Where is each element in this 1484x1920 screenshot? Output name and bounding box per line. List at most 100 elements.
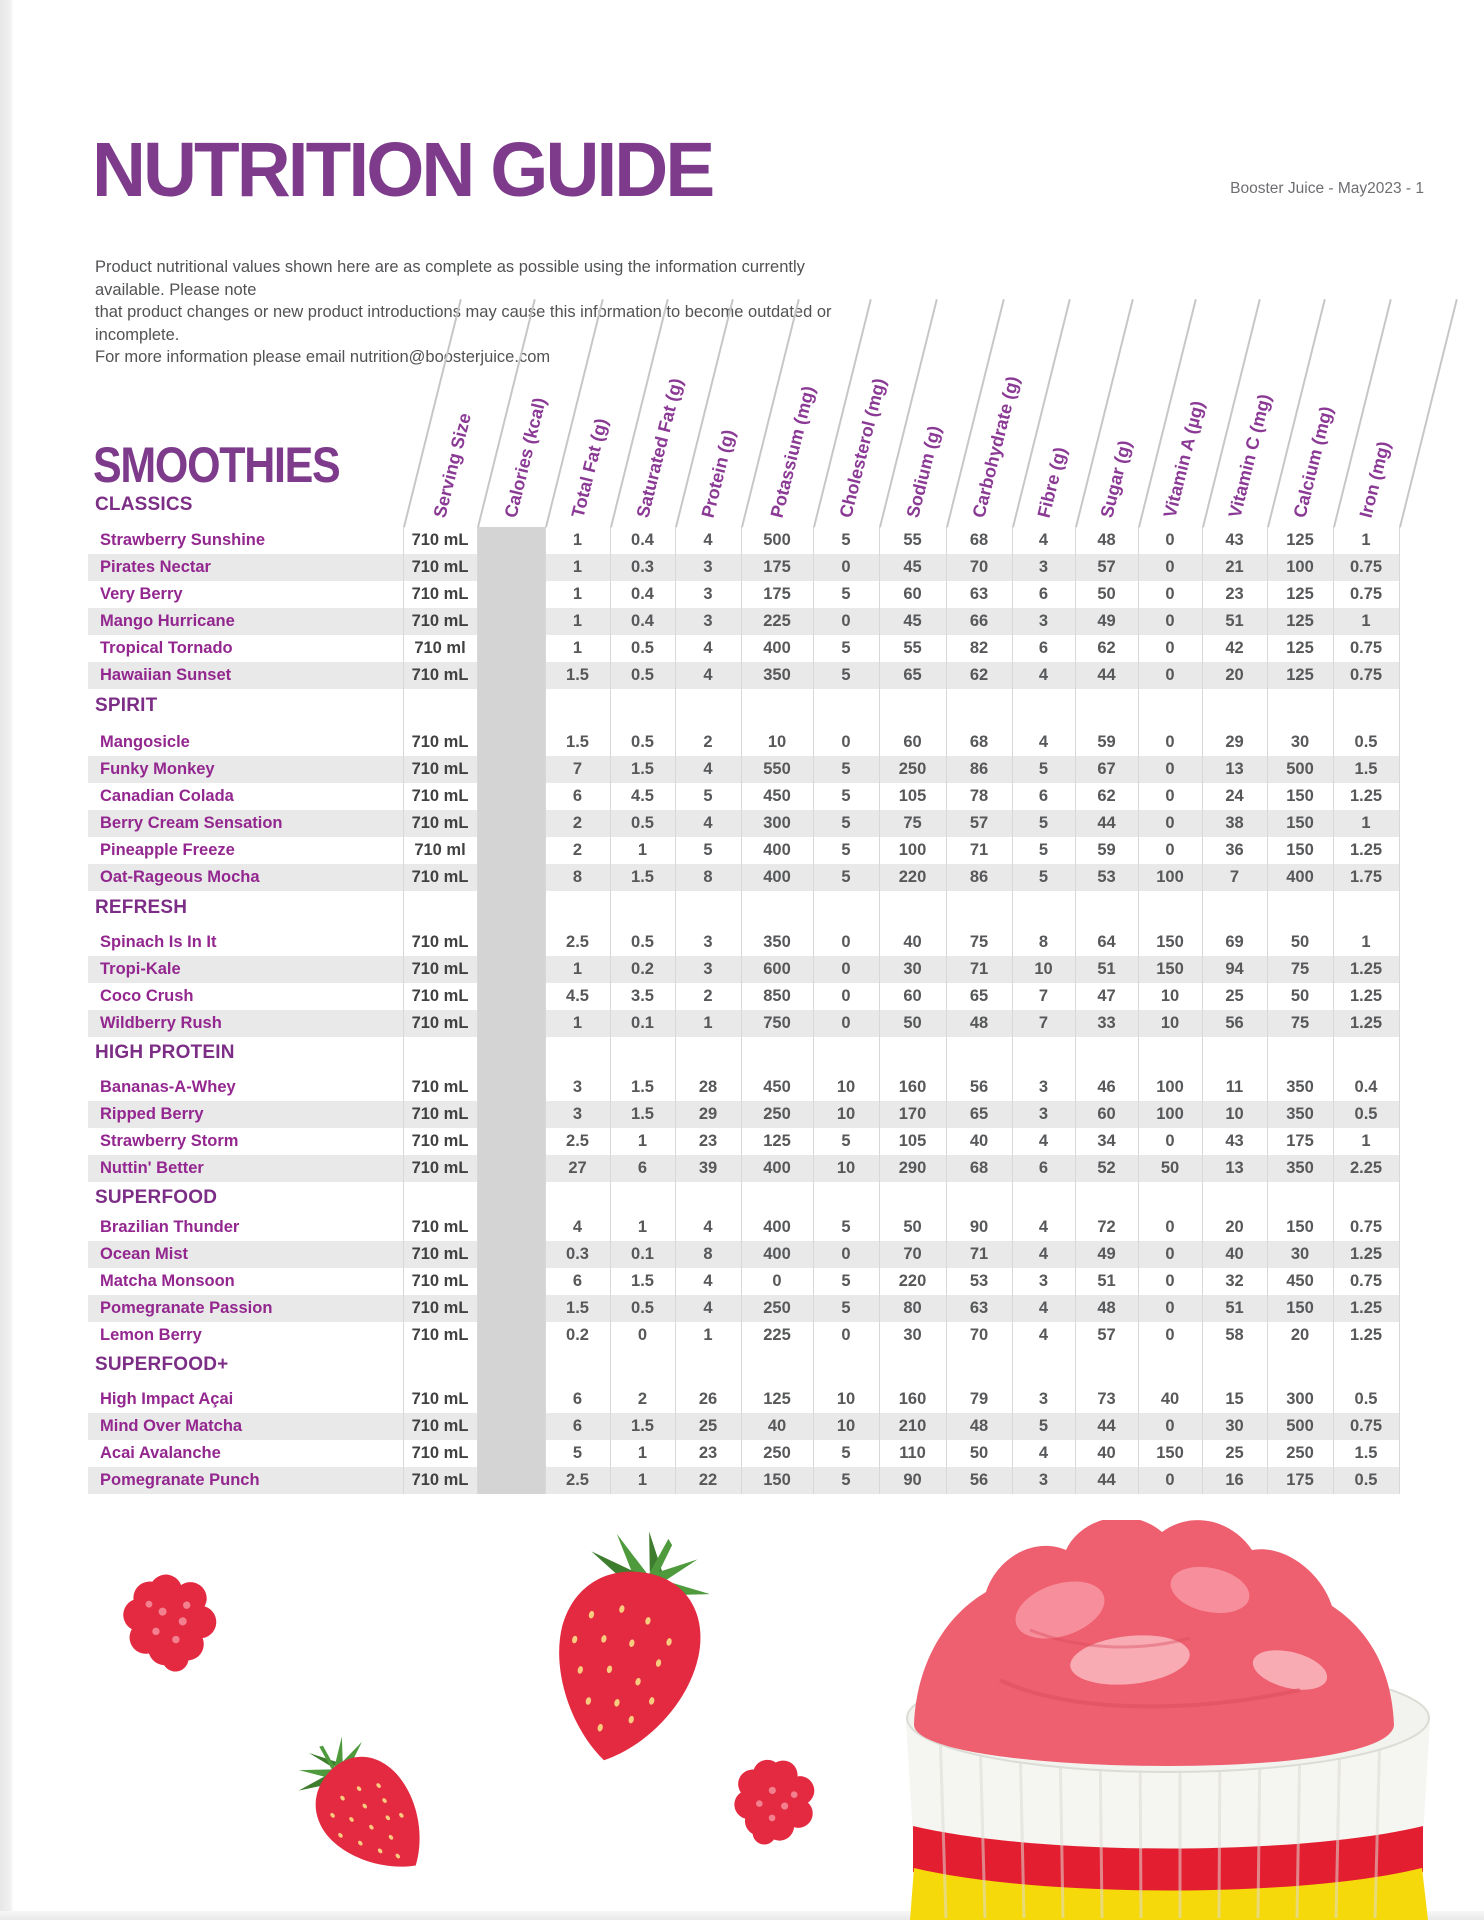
table-cell: 13 — [1225, 1159, 1244, 1177]
table-cell: 62 — [1097, 639, 1116, 657]
table-cell: 0 — [1165, 1218, 1175, 1236]
column-line-6 — [813, 527, 814, 1494]
table-cell: 0 — [841, 1326, 851, 1344]
table-cell: 210 — [898, 1417, 927, 1435]
table-cell: 100 — [1156, 1078, 1184, 1096]
table-cell: 1.25 — [1349, 787, 1383, 805]
table-cell: 3.5 — [631, 987, 654, 1005]
table-cell: 125 — [1286, 639, 1314, 657]
table-cell: 710 mL — [411, 1444, 469, 1462]
table-cell: 105 — [898, 787, 927, 805]
table-cell: 0.75 — [1349, 585, 1383, 603]
table-cell: 0 — [1165, 841, 1175, 859]
column-line-12 — [1202, 527, 1203, 1494]
table-cell: 0.5 — [631, 814, 654, 832]
table-cell: 290 — [898, 1159, 927, 1177]
row-name: Spinach Is In It — [100, 933, 217, 951]
table-cell: 0.4 — [631, 585, 654, 603]
table-cell: 710 mL — [411, 1417, 469, 1435]
table-cell: 50 — [1290, 933, 1310, 951]
table-cell: 0 — [841, 987, 851, 1005]
row-name: Pomegranate Punch — [100, 1471, 260, 1489]
table-cell: 710 mL — [411, 1326, 469, 1344]
table-cell: 5 — [841, 1132, 851, 1150]
table-cell: 710 ml — [414, 639, 466, 657]
table-cell: 710 mL — [411, 1272, 469, 1290]
table-cell: 30 — [903, 1326, 922, 1344]
table-cell: 4 — [703, 639, 713, 657]
table-cell: 450 — [763, 787, 791, 805]
table-cell: 86 — [969, 868, 989, 886]
table-cell: 53 — [1097, 868, 1116, 886]
table-cell: 1 — [1361, 531, 1371, 549]
table-cell: 4 — [703, 760, 713, 778]
row-name: Tropical Tornado — [100, 639, 233, 657]
strawberry-small-image — [298, 1736, 420, 1867]
row-name: Brazilian Thunder — [100, 1218, 240, 1236]
table-cell: 220 — [898, 868, 927, 886]
column-line-3 — [610, 527, 611, 1494]
column-line-15 — [1399, 527, 1400, 1494]
table-cell: 150 — [1156, 1444, 1184, 1462]
table-cell: 29 — [698, 1105, 718, 1123]
table-cell: 100 — [898, 841, 927, 859]
table-cell: 1.5 — [631, 1078, 654, 1096]
table-cell: 65 — [969, 987, 989, 1005]
table-cell: 1.25 — [1349, 841, 1383, 859]
column-header-calcium-mg: Calcium (mg) — [1289, 404, 1337, 520]
table-cell: 4 — [1038, 531, 1049, 549]
table-cell: 1.5 — [631, 868, 654, 886]
table-cell: 150 — [1286, 841, 1314, 859]
table-cell: 48 — [969, 1014, 989, 1032]
table-cell: 0.75 — [1349, 558, 1383, 576]
table-cell: 5 — [841, 639, 851, 657]
table-cell: 175 — [1286, 1471, 1314, 1489]
table-cell: 58 — [1225, 1326, 1244, 1344]
table-cell: 3 — [1038, 1105, 1049, 1123]
section-label-high-protein: HIGH PROTEIN — [95, 1042, 235, 1063]
table-cell: 4 — [1038, 666, 1049, 684]
table-cell: 67 — [1097, 760, 1116, 778]
row-name: High Impact Açai — [100, 1390, 234, 1408]
row-name: Funky Monkey — [100, 760, 215, 778]
column-header-protein-g: Protein (g) — [697, 427, 739, 520]
table-cell: 0 — [1165, 1471, 1175, 1489]
column-header-saturated-fat-g: Saturated Fat (g) — [632, 376, 687, 520]
table-cell: 4 — [1038, 1326, 1049, 1344]
table-cell: 63 — [969, 1299, 989, 1317]
table-cell: 0.5 — [631, 733, 654, 751]
table-cell: 45 — [903, 612, 922, 630]
table-cell: 50 — [969, 1444, 989, 1462]
table-cell: 2 — [572, 841, 583, 859]
table-cell: 90 — [903, 1471, 922, 1489]
table-cell: 1 — [572, 531, 583, 549]
column-line-11 — [1138, 527, 1139, 1494]
table-cell: 170 — [898, 1105, 927, 1123]
section-label-refresh: REFRESH — [95, 897, 188, 918]
table-cell: 710 mL — [411, 585, 469, 603]
table-cell: 1.25 — [1349, 1326, 1383, 1344]
table-cell: 2.25 — [1349, 1159, 1383, 1177]
column-line-7 — [879, 527, 880, 1494]
calories-column-band — [478, 527, 545, 1494]
column-line-0 — [403, 527, 404, 1494]
table-cell: 0 — [1165, 1132, 1175, 1150]
table-cell: 0 — [1165, 1326, 1175, 1344]
header-separator-line-15 — [1399, 298, 1458, 528]
table-cell: 6 — [1038, 787, 1049, 805]
row-name: Pineapple Freeze — [100, 841, 235, 859]
table-cell: 710 mL — [411, 1245, 469, 1263]
table-cell: 400 — [763, 841, 791, 859]
table-cell: 5 — [841, 787, 851, 805]
table-cell: 70 — [903, 1245, 922, 1263]
table-cell: 0 — [1165, 585, 1175, 603]
table-cell: 1 — [572, 639, 583, 657]
row-name: Coco Crush — [100, 987, 194, 1005]
intro-line-2: that product changes or new product intr… — [95, 303, 832, 344]
section-label-spirit: SPIRIT — [95, 695, 158, 716]
table-cell: 8 — [703, 868, 713, 886]
